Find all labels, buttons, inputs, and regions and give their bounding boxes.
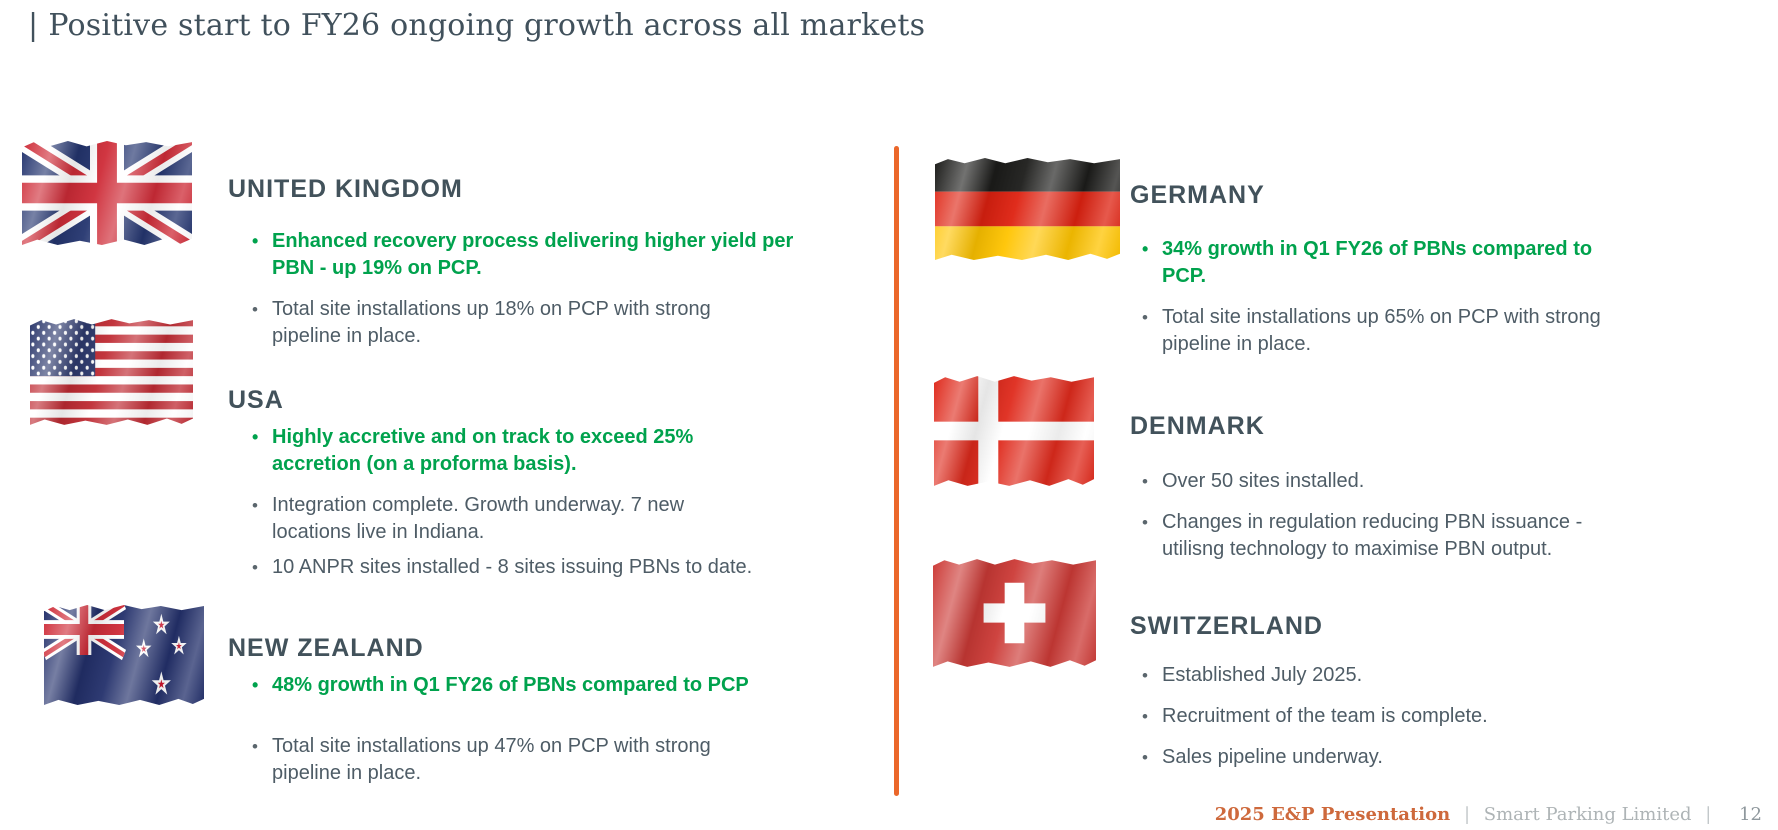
bullet-item: Established July 2025. xyxy=(1130,662,1488,689)
page-title: | Positive start to FY26 ongoing growth a… xyxy=(28,8,925,43)
bullet-item: Total site installations up 65% on PCP w… xyxy=(1130,304,1601,358)
bullet-item: Over 50 sites installed. xyxy=(1130,468,1582,495)
flag-sheen xyxy=(935,158,1120,260)
flag-sheen xyxy=(44,605,204,705)
bullet-item: Total site installations up 18% on PCP w… xyxy=(228,296,793,350)
bullet-list: Enhanced recovery process delivering hig… xyxy=(228,228,793,350)
bullet-item: Changes in regulation reducing PBN issua… xyxy=(1130,509,1582,563)
section-switzerland: SWITZERLAND Established July 2025. Recru… xyxy=(1130,612,1488,771)
bullet-item: Total site installations up 47% on PCP w… xyxy=(228,733,749,787)
column-divider-line xyxy=(894,146,899,796)
uk-flag-icon xyxy=(22,141,192,245)
bullet-item: Integration complete. Growth underway. 7… xyxy=(228,492,752,546)
flag-sheen xyxy=(933,559,1096,667)
germany-flag-icon xyxy=(935,158,1120,260)
bullet-item: Highly accretive and on track to exceed … xyxy=(228,424,752,478)
page-title-text: Positive start to FY26 ongoing growth ac… xyxy=(48,8,926,43)
section-heading-switzerland: SWITZERLAND xyxy=(1130,612,1323,640)
section-heading-denmark: DENMARK xyxy=(1130,412,1265,440)
bullet-item: 34% growth in Q1 FY26 of PBNs compared t… xyxy=(1130,236,1601,290)
usa-flag-icon xyxy=(30,319,193,425)
section-new-zealand: NEW ZEALAND 48% growth in Q1 FY26 of PBN… xyxy=(228,634,749,787)
footer-company-name: Smart Parking Limited xyxy=(1483,804,1692,825)
bullet-list: Established July 2025. Recruitment of th… xyxy=(1130,662,1488,771)
title-bar-glyph: | xyxy=(28,8,39,43)
footer-separator: | xyxy=(1463,804,1471,825)
bullet-list: 48% growth in Q1 FY26 of PBNs compared t… xyxy=(228,672,749,787)
section-germany: GERMANY 34% growth in Q1 FY26 of PBNs co… xyxy=(1130,181,1601,358)
bullet-item: Sales pipeline underway. xyxy=(1130,744,1488,771)
section-heading-united-kingdom: UNITED KINGDOM xyxy=(228,175,463,203)
bullet-list: 34% growth in Q1 FY26 of PBNs compared t… xyxy=(1130,236,1601,358)
section-usa: USA Highly accretive and on track to exc… xyxy=(228,386,752,581)
section-united-kingdom: UNITED KINGDOM Enhanced recovery process… xyxy=(228,175,793,350)
bullet-item: Enhanced recovery process delivering hig… xyxy=(228,228,793,282)
denmark-flag-icon xyxy=(934,376,1094,486)
bullet-item: 48% growth in Q1 FY26 of PBNs compared t… xyxy=(228,672,749,699)
bullet-item: Recruitment of the team is complete. xyxy=(1130,703,1488,730)
section-denmark: DENMARK Over 50 sites installed. Changes… xyxy=(1130,412,1582,563)
footer-page-number: 12 xyxy=(1739,804,1762,825)
new-zealand-flag-icon xyxy=(44,605,204,705)
bullet-item: 10 ANPR sites installed - 8 sites issuin… xyxy=(228,554,752,581)
flag-sheen xyxy=(22,141,192,245)
flag-sheen xyxy=(30,319,193,425)
section-heading-usa: USA xyxy=(228,386,284,414)
bullet-list: Highly accretive and on track to exceed … xyxy=(228,424,752,581)
switzerland-flag-icon xyxy=(933,559,1096,667)
section-heading-new-zealand: NEW ZEALAND xyxy=(228,634,424,662)
section-heading-germany: GERMANY xyxy=(1130,181,1265,209)
slide-footer: 2025 E&P Presentation | Smart Parking Li… xyxy=(1215,804,1762,825)
flag-sheen xyxy=(934,376,1094,486)
footer-separator: | xyxy=(1705,804,1712,825)
footer-presentation-title: 2025 E&P Presentation xyxy=(1214,804,1451,825)
bullet-list: Over 50 sites installed. Changes in regu… xyxy=(1130,468,1582,563)
